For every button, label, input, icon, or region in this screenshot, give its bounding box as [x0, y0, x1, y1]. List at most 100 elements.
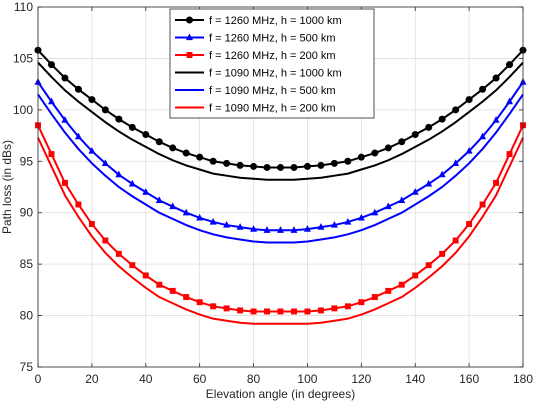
data-point	[398, 281, 405, 288]
legend: f = 1260 MHz, h = 1000 km f = 1260 MHz, h…	[169, 8, 375, 119]
data-point	[169, 144, 177, 152]
data-point	[303, 162, 311, 170]
data-point	[344, 157, 352, 165]
data-point	[344, 303, 351, 310]
data-point	[425, 123, 433, 131]
data-point	[142, 131, 150, 139]
data-point	[47, 97, 55, 105]
x-tick-label: 60	[193, 372, 207, 386]
data-point	[128, 179, 136, 187]
data-point	[466, 221, 473, 228]
series-line	[37, 61, 524, 181]
y-tick-label: 75	[20, 360, 34, 374]
data-point	[223, 221, 231, 228]
data-point	[479, 85, 487, 93]
data-point	[465, 146, 473, 154]
data-point	[115, 115, 123, 123]
data-point	[128, 123, 136, 131]
y-tick-label: 80	[20, 309, 34, 323]
data-point	[479, 132, 487, 140]
data-point	[290, 308, 297, 315]
data-point	[182, 208, 190, 216]
data-point	[223, 305, 230, 312]
data-point	[169, 202, 177, 210]
series-line	[37, 93, 524, 244]
legend-marker	[186, 33, 193, 41]
y-tick-label: 90	[20, 206, 34, 220]
data-point	[236, 161, 244, 169]
legend-label: f = 1090 MHz, h = 200 km	[209, 103, 336, 115]
data-point	[330, 221, 338, 228]
data-point	[61, 116, 69, 123]
data-point	[384, 202, 392, 210]
data-point	[155, 138, 163, 146]
data-point	[303, 225, 311, 232]
data-point	[492, 116, 500, 123]
legend-label: f = 1090 MHz, h = 1000 km	[209, 68, 342, 80]
data-point	[479, 201, 486, 208]
data-point	[290, 163, 298, 171]
series-line	[37, 137, 524, 325]
data-point	[304, 308, 311, 315]
data-point	[223, 159, 231, 167]
data-point	[290, 226, 298, 233]
data-point	[371, 294, 378, 301]
data-point	[357, 153, 365, 161]
axis-ticks: 0 20 40 60 80 100 120 140 160 180 75 80 85 90 95 100 105…	[13, 0, 533, 386]
data-point	[506, 97, 514, 105]
data-point	[371, 149, 379, 157]
data-point	[61, 179, 68, 186]
series-1	[34, 46, 527, 171]
y-axis-title: Path loss (in dBs)	[0, 140, 14, 234]
data-point	[384, 144, 392, 152]
data-point	[209, 217, 217, 225]
data-point	[236, 223, 244, 230]
x-tick-label: 20	[85, 372, 99, 386]
data-point	[102, 237, 109, 244]
series-5	[37, 93, 524, 244]
data-point	[74, 132, 82, 140]
x-tick-label: 120	[351, 372, 371, 386]
data-point	[317, 161, 325, 169]
legend-entry: f = 1090 MHz, h = 200 km	[175, 103, 336, 115]
x-tick-label: 40	[139, 372, 153, 386]
data-point	[75, 201, 82, 208]
y-tick-label: 110	[14, 0, 33, 14]
data-point	[331, 305, 338, 312]
data-point	[263, 163, 271, 171]
y-tick-label: 95	[20, 154, 34, 168]
x-axis-title: Elevation angle (in degrees)	[206, 387, 355, 401]
data-point	[129, 262, 136, 269]
data-point	[61, 74, 69, 82]
data-point	[398, 138, 406, 146]
data-point	[250, 225, 258, 232]
data-point	[358, 299, 365, 306]
data-point	[196, 213, 204, 221]
y-tick-label: 85	[20, 257, 34, 271]
legend-label: f = 1260 MHz, h = 200 km	[209, 50, 336, 62]
data-point	[371, 208, 379, 216]
y-tick-label: 100	[13, 103, 33, 117]
data-point	[142, 188, 150, 195]
data-point	[452, 159, 460, 166]
data-point	[506, 151, 513, 158]
data-point	[344, 217, 352, 225]
legend-marker	[186, 16, 193, 24]
data-point	[438, 115, 446, 123]
legend-label: f = 1090 MHz, h = 500 km	[209, 85, 336, 97]
data-point	[465, 96, 473, 104]
series-6	[37, 137, 524, 325]
x-tick-label: 80	[247, 372, 261, 386]
data-point	[88, 221, 95, 228]
data-point	[250, 162, 258, 170]
data-point	[493, 179, 500, 186]
data-point	[101, 106, 109, 114]
data-point	[142, 272, 149, 279]
data-point	[411, 131, 419, 139]
data-point	[264, 308, 271, 315]
data-point	[317, 223, 325, 230]
data-point	[317, 307, 324, 314]
data-point	[155, 196, 163, 203]
data-point	[452, 106, 460, 114]
data-point	[277, 226, 284, 233]
